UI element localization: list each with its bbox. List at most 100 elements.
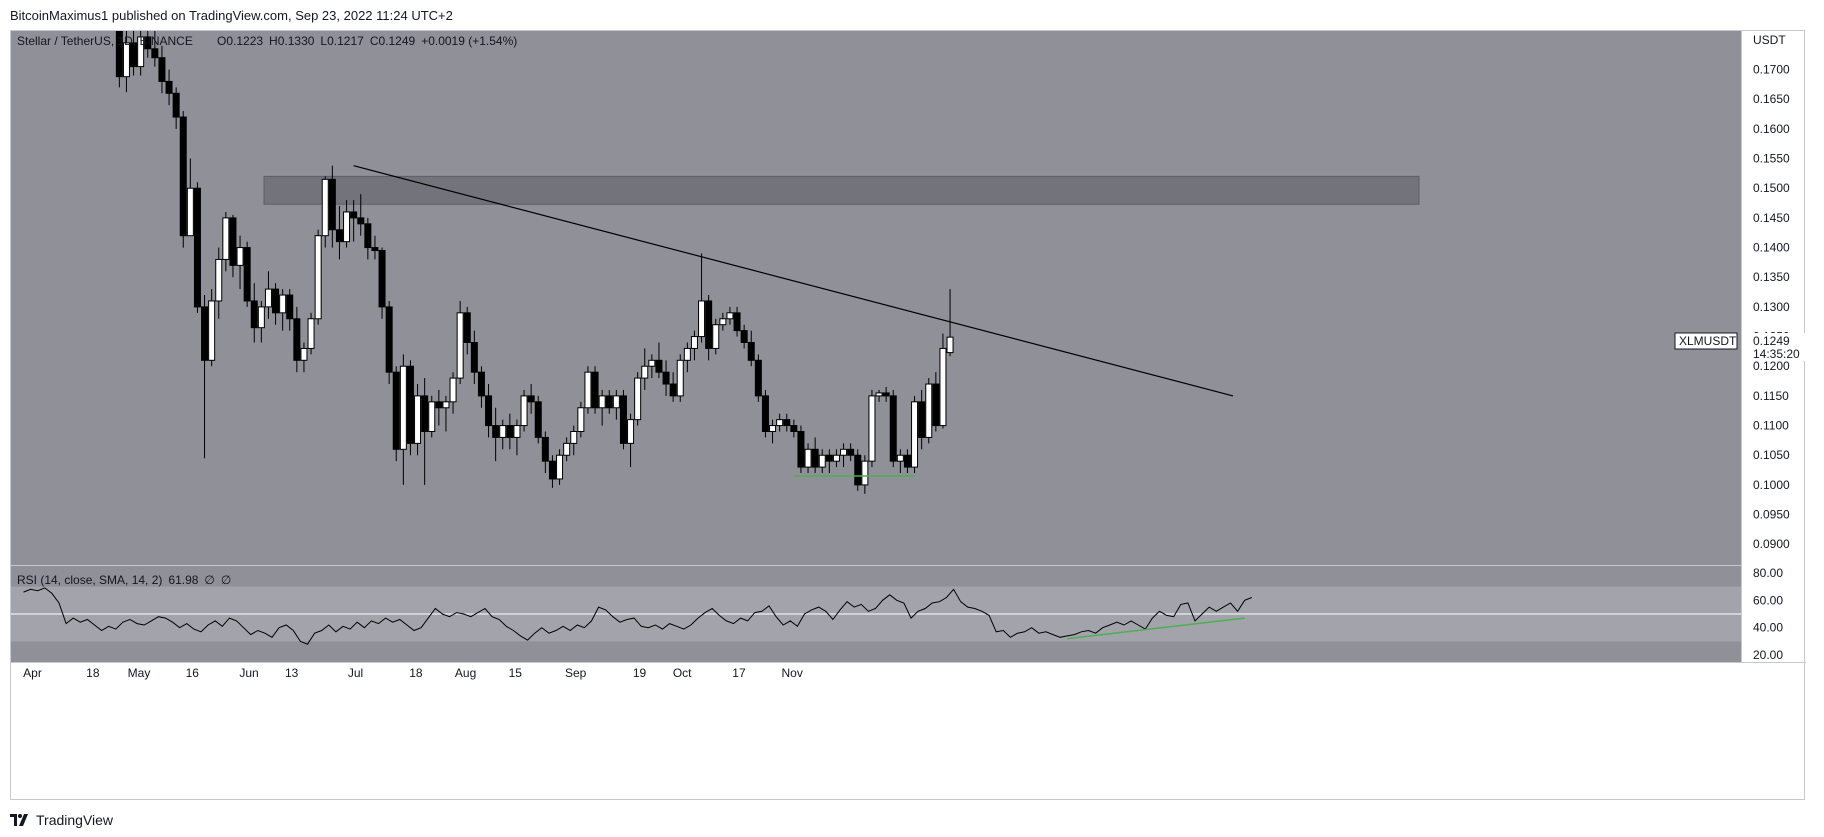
tradingview-logo-icon[interactable] — [10, 814, 30, 826]
candle-body-up — [634, 377, 642, 421]
candle-body-up — [676, 359, 684, 397]
candle-body-down — [485, 395, 493, 427]
candle-body-up — [946, 336, 954, 354]
footer-brand[interactable]: TradingView — [36, 812, 114, 828]
candle-body-up — [499, 425, 507, 438]
rsi-value: 61.98 — [168, 573, 198, 587]
legend-low-label: L — [320, 34, 327, 48]
rsi-legend: RSI (14, close, SMA, 14, 2) 61.98 ∅ ∅ — [17, 573, 231, 587]
candle — [286, 289, 294, 331]
candle-body-down — [903, 454, 911, 468]
candle-body-up — [818, 454, 826, 468]
candle-body-down — [406, 365, 414, 444]
candle-body-up — [186, 187, 194, 237]
time-tick-label: Nov — [782, 666, 803, 680]
candle-body-down — [534, 401, 542, 438]
candle — [648, 354, 656, 379]
candle — [556, 449, 564, 485]
candle — [698, 253, 706, 343]
candle-body-down — [811, 448, 819, 468]
candle — [811, 437, 819, 474]
chart-svg[interactable]: 0.1700 0.1650 0.1600 0.1550 0.1500 0.1450 0.14… — [11, 31, 1806, 801]
candle-body-down — [335, 229, 343, 243]
rsi-line — [23, 587, 1252, 645]
candle-body-down — [151, 48, 159, 59]
candle-body-down — [179, 116, 187, 237]
candle — [179, 111, 187, 248]
candle-body-up — [428, 401, 436, 433]
candle — [783, 413, 791, 432]
candle — [144, 31, 152, 58]
candle-body-down — [477, 371, 485, 397]
time-axis[interactable]: Apr 18 May 16 Jun 13 Jul 18 Aug 15 Sep 19 Oct 17 Nov — [23, 666, 803, 680]
candle-body-up — [343, 211, 351, 243]
candle-body-down — [790, 425, 798, 433]
candle-body-up — [520, 395, 528, 427]
time-tick-label: 18 — [86, 666, 100, 680]
candle-body-up — [449, 377, 457, 403]
candle — [485, 384, 493, 438]
candle — [357, 194, 365, 236]
candle-body-down — [165, 80, 173, 94]
candle — [570, 425, 578, 456]
price-tick-label: 0.1300 — [1753, 300, 1790, 314]
candle — [293, 306, 301, 373]
publisher-header: BitcoinMaximus1 published on TradingView… — [10, 8, 453, 23]
candle-body-down — [421, 395, 429, 432]
candle — [882, 387, 890, 402]
candle-body-up — [832, 454, 840, 462]
candle — [222, 211, 230, 272]
chart-frame[interactable]: 0.1700 0.1650 0.1600 0.1550 0.1500 0.1450 0.14… — [10, 30, 1806, 801]
candle-body-down — [854, 454, 862, 486]
time-tick-label: 18 — [409, 666, 423, 680]
price-tick-label: 0.1150 — [1753, 389, 1789, 403]
candle — [250, 283, 258, 343]
candle-body-up — [122, 42, 130, 78]
price-axis[interactable]: 0.1700 0.1650 0.1600 0.1550 0.1500 0.1450 0.14… — [1753, 63, 1790, 663]
symbol-tag-bg — [1674, 332, 1738, 350]
rsi-label: RSI (14, close, SMA, 14, 2) — [17, 573, 162, 587]
candle — [321, 176, 329, 248]
candle-body-up — [861, 460, 869, 486]
candle — [371, 235, 379, 260]
candle — [911, 395, 919, 474]
candle — [499, 419, 507, 450]
candle — [122, 31, 130, 93]
candle — [896, 449, 904, 474]
candle — [201, 295, 209, 459]
candle-body-up — [314, 235, 322, 320]
candle-body-down — [847, 448, 855, 456]
rsi-group — [11, 586, 1741, 645]
last-price-label: 0.1249 — [1753, 334, 1790, 348]
candle-body-up — [414, 395, 422, 444]
candle-body-down — [740, 330, 748, 343]
candle — [172, 87, 180, 129]
price-tick-label: 0.1450 — [1753, 211, 1790, 225]
candle — [300, 342, 308, 373]
candle — [634, 372, 642, 426]
candle-body-down — [392, 371, 400, 450]
last-price-label-bg — [1742, 333, 1806, 361]
candle — [186, 158, 194, 237]
candle — [343, 200, 351, 248]
candle — [364, 217, 372, 260]
candle-body-up — [868, 395, 876, 462]
candle-body-down — [172, 92, 180, 118]
price-tick-label: 0.1200 — [1753, 359, 1790, 373]
candle — [279, 289, 287, 331]
legend-close-value: 0.1249 — [378, 34, 415, 48]
candle — [492, 407, 500, 462]
last-price-countdown: 14:35:20 — [1753, 347, 1800, 361]
candle-body-down — [591, 371, 599, 409]
candle-body-up — [726, 312, 734, 320]
candle-body-up — [577, 407, 585, 432]
candle — [790, 419, 798, 438]
candle — [761, 389, 769, 438]
candle — [733, 306, 741, 337]
candle — [918, 389, 926, 450]
candle — [832, 449, 840, 468]
candle-body-down — [378, 250, 386, 308]
price-tick-label: 0.1700 — [1753, 63, 1790, 77]
candle — [619, 389, 627, 450]
candle-body-up — [584, 371, 592, 409]
